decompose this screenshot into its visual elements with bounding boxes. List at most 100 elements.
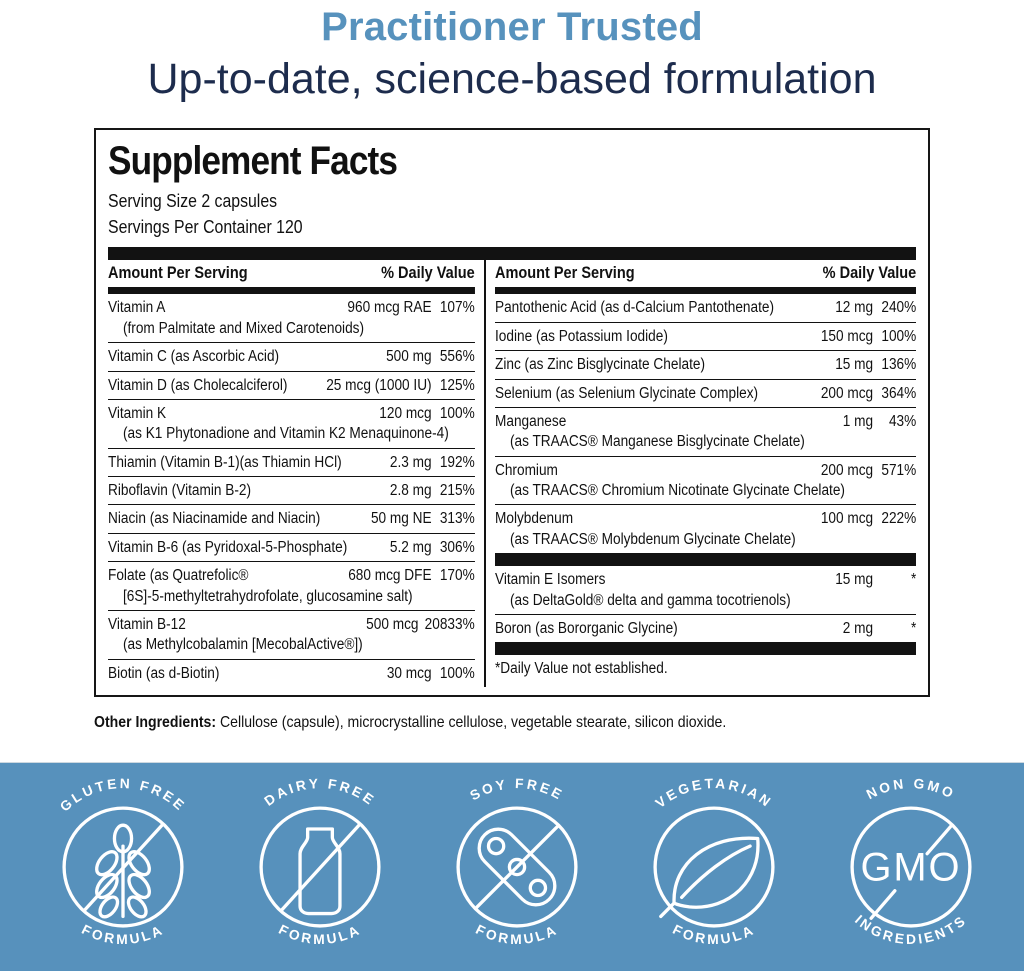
amount-per-serving-label: Amount Per Serving [494,264,635,283]
badge-soy-free: SOY FREE FORMULA [456,776,578,947]
nutrient-daily-value: 100% [881,327,916,345]
nutrient-amount: 500 mg [386,348,432,366]
badge-ring [259,806,381,928]
nutrient-name: Niacin (as Niacinamide and Niacin) [108,510,321,528]
badge-dairy-free: DAIRY FREE FORMULA [259,776,381,947]
badge-vegetarian: VEGETARIAN FORMULA [653,776,776,947]
nutrient-daily-value: 313% [439,510,475,528]
table-row: Pantothenic Acid (as d-Calcium Pantothen… [495,294,916,321]
column-header: Amount Per Serving % Daily Value [495,260,916,287]
nutrient-daily-value: 556% [439,348,475,366]
nutrient-name: Vitamin D (as Cholecalciferol) [108,376,288,394]
page-header: Practitioner Trusted Up-to-date, science… [0,0,1024,103]
badge-non-gmo: GMO NON GMO INGREDIENTS [850,776,972,947]
nutrient-subtext: [6S]-5-methyltetrahydrofolate, glucosami… [122,587,413,605]
nutrient-amount: 500 mcg [366,615,419,633]
facts-title: Supplement Facts [108,139,398,184]
table-row: Iodine (as Potassium Iodide) 150 mcg 100… [494,321,916,350]
nutrient-amount: 25 mcg (1000 IU) [326,376,432,394]
table-row: Boron (as Bororganic Glycine) 2 mg * [494,613,916,642]
wheat-slash-icon [82,823,164,919]
divider-bar-section [494,642,916,656]
badge-top-label: NON GMO [864,776,955,802]
column-header: Amount Per Serving % Daily Value [108,260,475,287]
nutrient-rows-left: Vitamin A 960 mcg RAE 107% (from Palmita… [108,294,475,687]
nutrient-name: Vitamin B-6 (as Pyridoxal-5-Phosphate) [108,538,348,556]
nutrient-daily-value: 136% [881,356,916,374]
nutrient-name: Vitamin A [108,299,166,317]
nutrient-amount: 2.8 mg [389,482,432,500]
nutrient-daily-value: 215% [439,482,475,500]
nutrient-name: Pantothenic Acid (as d-Calcium Pantothen… [494,299,774,317]
nutrient-daily-value: 43% [888,412,916,430]
nutrient-subtext: (from Palmitate and Mixed Carotenoids) [122,319,365,337]
milk-bottle-slash-icon [279,823,361,916]
soybean-slash-icon [475,825,559,909]
servings-per-container: Servings Per Container 120 [108,216,303,237]
nutrient-amount: 200 mcg [820,461,873,479]
nutrient-amount: 680 mcg DFE [348,567,432,585]
nutrient-name: Biotin (as d-Biotin) [108,664,220,682]
nutrient-amount: 15 mg [834,356,873,374]
nutrient-daily-value: 306% [439,538,475,556]
supplement-facts-panel: Supplement Facts Serving Size 2 capsules… [94,128,930,698]
nutrient-daily-value: 107% [439,299,475,317]
nutrient-subtext: (as K1 Phytonadione and Vitamin K2 Menaq… [122,425,449,443]
nutrient-name: Zinc (as Zinc Bisglycinate Chelate) [494,356,705,374]
gmo-center-label: GMO [861,845,962,889]
table-row: Niacin (as Niacinamide and Niacin) 50 mg… [108,504,475,532]
svg-text:NON GMO: NON GMO [864,776,958,802]
other-ingredients-text: Cellulose (capsule), microcrystalline ce… [216,714,727,732]
nutrient-amount: 100 mcg [820,510,873,528]
table-row: Manganese 1 mg 43% (as TRAACS® Manganese… [494,406,916,456]
nutrient-name: Chromium [494,461,558,479]
table-row: Selenium (as Selenium Glycinate Complex)… [494,378,916,407]
nutrient-name: Vitamin K [108,404,167,422]
nutrient-amount: 30 mcg [386,664,432,682]
badge-bottom-label: INGREDIENTS [852,912,967,947]
nutrient-amount: 1 mg [842,412,873,430]
other-ingredients-label: Other Ingredients: [94,714,217,732]
badge-top-label: SOY FREE [468,776,564,803]
table-row: Biotin (as d-Biotin) 30 mcg 100% [108,658,475,687]
daily-value-label: % Daily Value [822,264,916,283]
nutrient-rows-no-dv: Vitamin E Isomers 15 mg * (as DeltaGold®… [494,566,916,642]
nutrient-amount: 12 mg [834,299,873,317]
nutrient-name: Vitamin C (as Ascorbic Acid) [108,348,280,366]
facts-column-left: Amount Per Serving % Daily Value Vitamin… [108,260,484,687]
nutrient-subtext: (as Methylcobalamin [MecobalActive®]) [122,636,363,654]
nutrient-rows-right: Pantothenic Acid (as d-Calcium Pantothen… [494,294,916,553]
badge-top-label: VEGETARIAN [653,776,773,811]
nutrient-subtext: (as TRAACS® Chromium Nicotinate Glycinat… [509,482,845,500]
divider-bar-header [494,287,916,295]
svg-text:VEGETARIAN: VEGETARIAN [653,776,776,811]
nutrient-name: Selenium (as Selenium Glycinate Complex) [494,384,758,402]
svg-text:SOY FREE: SOY FREE [468,776,567,803]
serving-info: Serving Size 2 capsules Servings Per Con… [108,189,916,240]
serving-size: Serving Size 2 capsules [108,191,278,212]
table-row: Zinc (as Zinc Bisglycinate Chelate) 15 m… [494,350,916,378]
nutrient-amount: 2.3 mg [389,453,432,471]
badge-band: GLUTEN FREE FORMULA DAIRY FREE FORMULA [0,762,1024,971]
nutrient-amount: 2 mg [842,619,873,637]
divider-bar-section [494,553,916,567]
table-row: Vitamin A 960 mcg RAE 107% (from Palmita… [108,294,475,342]
table-row: Chromium 200 mcg 571% (as TRAACS® Chromi… [494,455,916,505]
table-row: Riboflavin (Vitamin B-2) 2.8 mg 215% [108,476,475,504]
badge-ring [62,806,184,928]
daily-value-footnote: *Daily Value not established. [494,660,668,678]
nutrient-name: Riboflavin (Vitamin B-2) [108,482,252,500]
badge-ring [456,806,578,928]
amount-per-serving-label: Amount Per Serving [108,264,248,283]
nutrient-amount: 5.2 mg [389,538,432,556]
svg-text:DAIRY FREE: DAIRY FREE [262,776,379,809]
nutrient-name: Iodine (as Potassium Iodide) [494,327,668,345]
nutrient-daily-value: 192% [439,453,475,471]
divider-bar-top [108,247,916,261]
table-row: Vitamin B-6 (as Pyridoxal-5-Phosphate) 5… [108,532,475,561]
nutrient-daily-value: * [910,619,916,637]
table-row: Thiamin (Vitamin B-1)(as Thiamin HCl) 2.… [108,447,475,476]
nutrient-amount: 15 mg [834,571,873,589]
nutrient-name: Folate (as Quatrefolic® [108,567,249,585]
